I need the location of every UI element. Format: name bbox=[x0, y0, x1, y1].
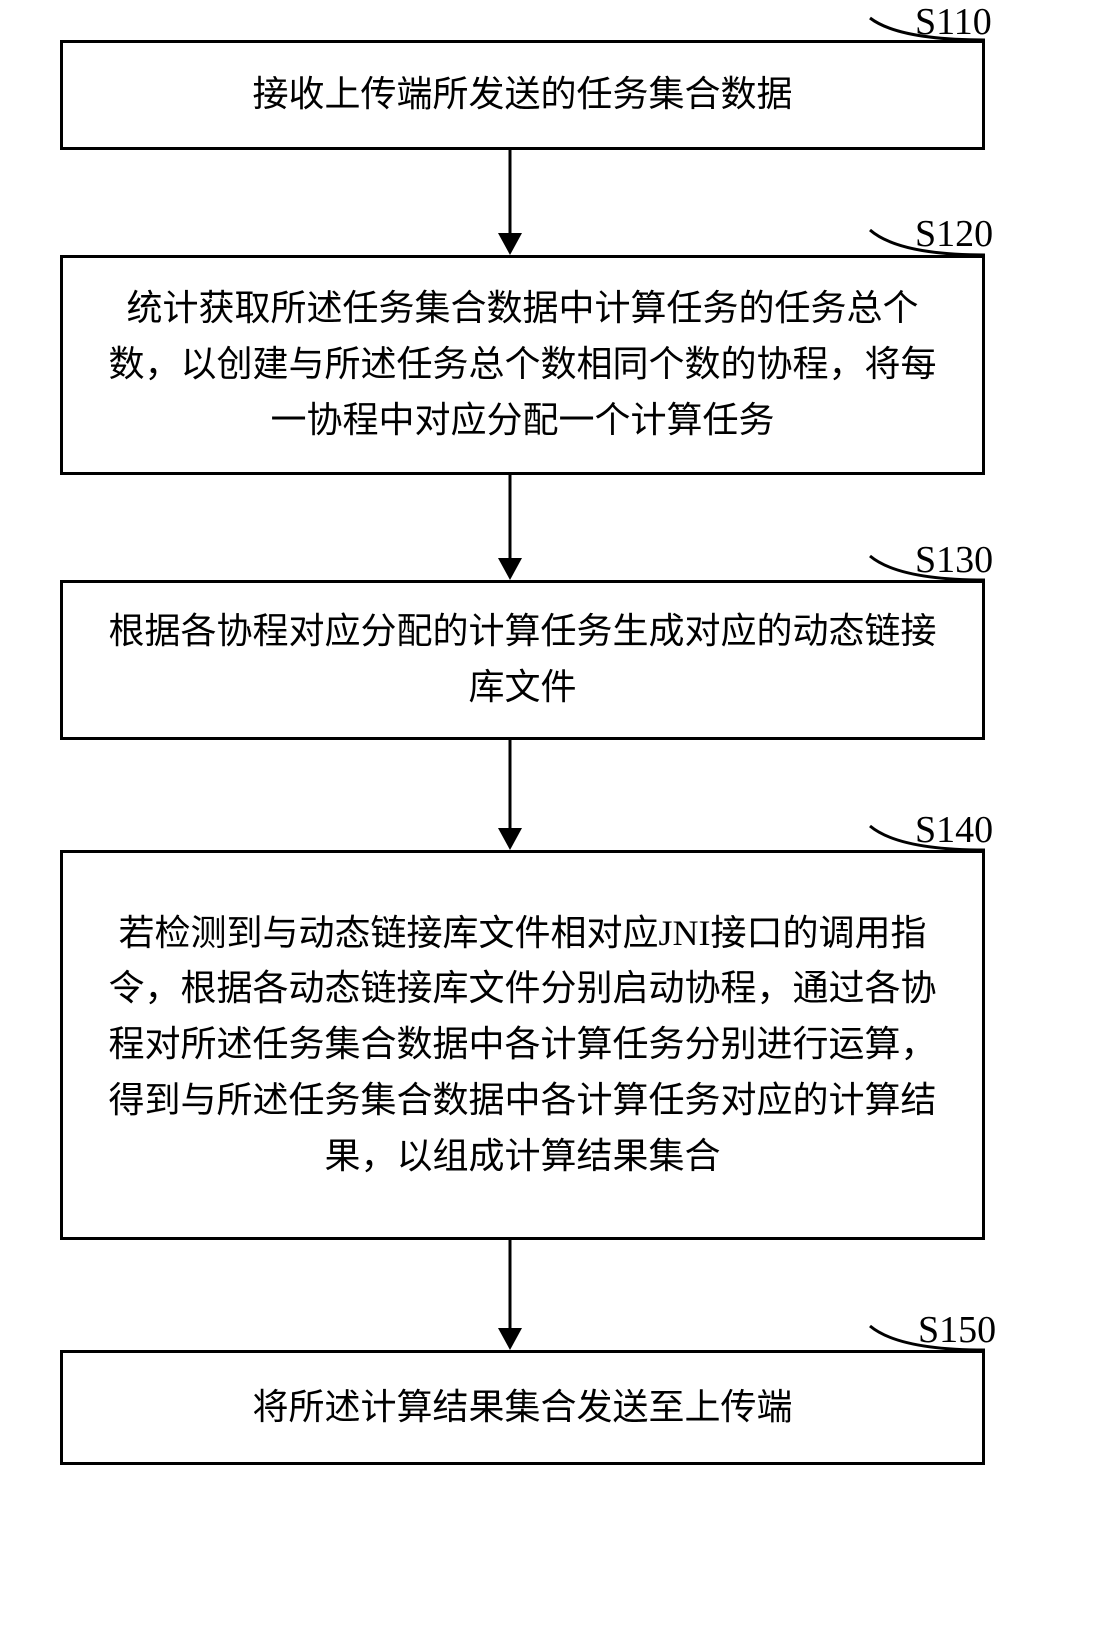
flow-node-text: 统计获取所述任务集合数据中计算任务的任务总个数，以创建与所述任务总个数相同个数的… bbox=[91, 281, 954, 448]
step-label-s150: S150 bbox=[918, 1308, 996, 1352]
flow-node-text: 将所述计算结果集合发送至上传端 bbox=[252, 1380, 792, 1436]
flow-node-s130: 根据各协程对应分配的计算任务生成对应的动态链接库文件 bbox=[60, 580, 985, 740]
flow-node-text: 接收上传端所发送的任务集合数据 bbox=[252, 67, 792, 123]
flow-node-text: 若检测到与动态链接库文件相对应JNI接口的调用指令，根据各动态链接库文件分别启动… bbox=[91, 906, 954, 1185]
arrow-s130-to-s140 bbox=[490, 740, 530, 850]
step-label-s130: S130 bbox=[915, 538, 993, 582]
step-label-s140: S140 bbox=[915, 808, 993, 852]
flow-node-s120: 统计获取所述任务集合数据中计算任务的任务总个数，以创建与所述任务总个数相同个数的… bbox=[60, 255, 985, 475]
flow-node-s150: 将所述计算结果集合发送至上传端 bbox=[60, 1350, 985, 1465]
step-label-s120: S120 bbox=[915, 212, 993, 256]
flowchart-canvas: 接收上传端所发送的任务集合数据统计获取所述任务集合数据中计算任务的任务总个数，以… bbox=[0, 0, 1095, 1646]
arrow-s140-to-s150 bbox=[490, 1240, 530, 1350]
arrow-s110-to-s120 bbox=[490, 150, 530, 255]
arrow-s120-to-s130 bbox=[490, 475, 530, 580]
flow-node-s110: 接收上传端所发送的任务集合数据 bbox=[60, 40, 985, 150]
step-label-s110: S110 bbox=[915, 0, 992, 44]
flow-node-text: 根据各协程对应分配的计算任务生成对应的动态链接库文件 bbox=[91, 604, 954, 716]
flow-node-s140: 若检测到与动态链接库文件相对应JNI接口的调用指令，根据各动态链接库文件分别启动… bbox=[60, 850, 985, 1240]
